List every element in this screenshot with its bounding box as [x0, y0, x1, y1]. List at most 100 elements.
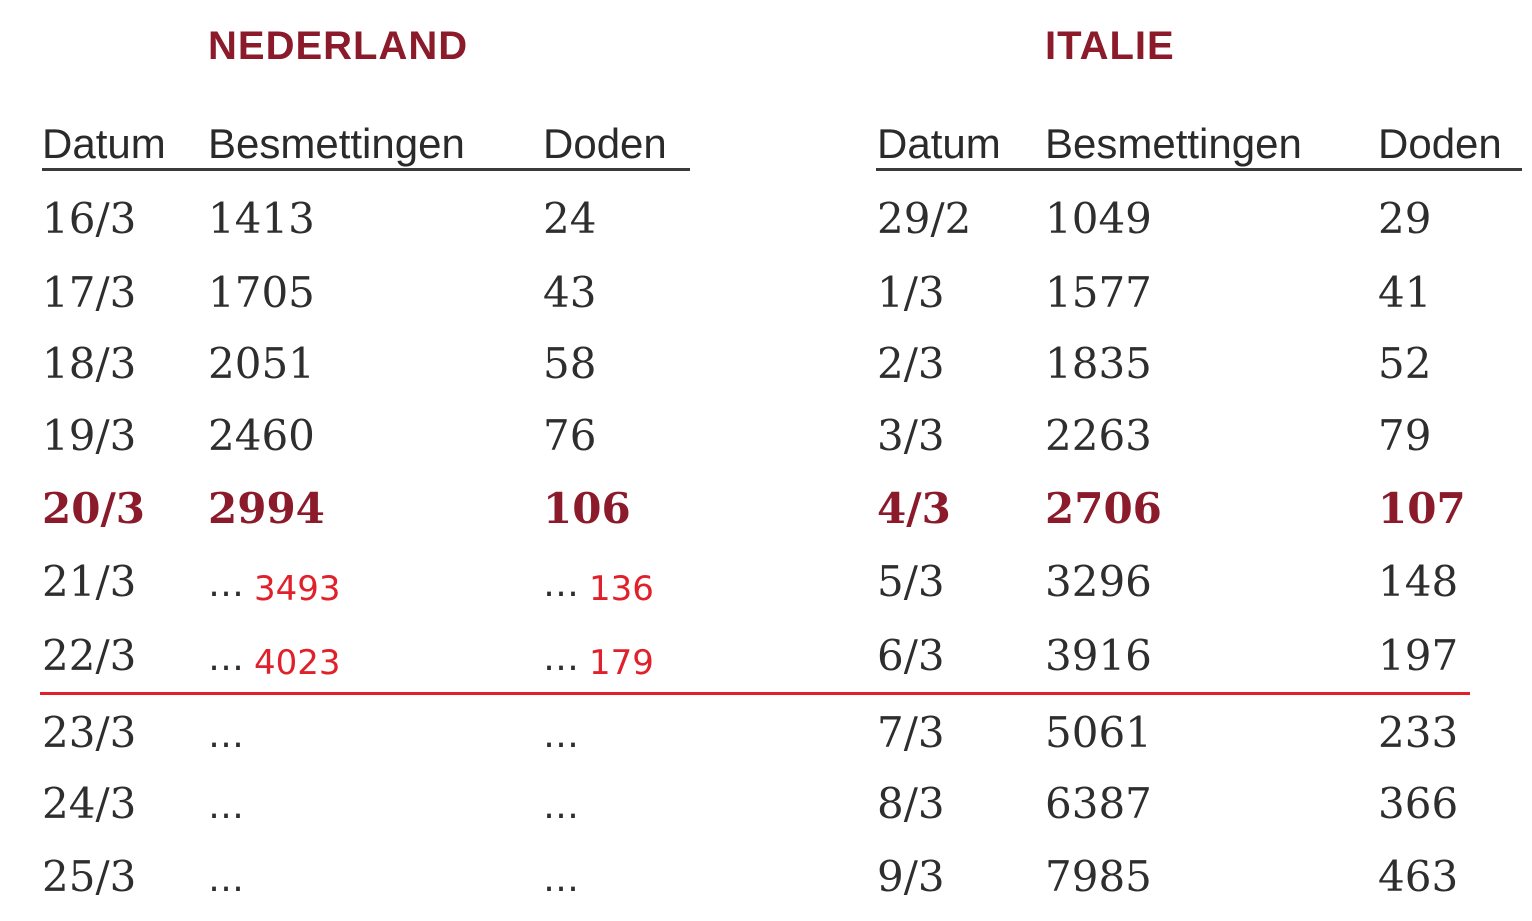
- it-header-doden: Doden: [1378, 120, 1502, 167]
- it-infections-cell: 1835: [1045, 339, 1152, 389]
- table-row: 24/3 … … 8/3 6387 366: [0, 771, 1532, 841]
- nl-infections-cell-value: …: [208, 715, 246, 756]
- it-deaths-cell-value: 366: [1378, 779, 1459, 828]
- it-deaths-cell: 79: [1378, 411, 1431, 461]
- nl-date-cell-value: 20/3: [42, 484, 146, 533]
- it-date-cell: 8/3: [877, 779, 945, 829]
- nl-deaths-cell-value: 106: [543, 484, 631, 533]
- it-deaths-cell-value: 463: [1378, 852, 1459, 901]
- it-date-cell-value: 29/2: [877, 194, 972, 243]
- nl-header-datum: Datum: [42, 120, 166, 167]
- it-date-cell-value: 4/3: [877, 484, 951, 533]
- it-date-cell-value: 5/3: [877, 557, 945, 606]
- nl-infections-cell-value: …: [208, 859, 246, 900]
- it-date-cell-value: 8/3: [877, 779, 945, 828]
- nl-infections-cell-value: …: [208, 786, 246, 827]
- table-row: 22/3… 4023… 179 6/3 3916 197: [0, 623, 1532, 693]
- nl-date-cell: 22/3: [42, 631, 136, 681]
- it-date-cell: 2/3: [877, 339, 945, 389]
- nl-infections-cell-value: 1705: [208, 268, 315, 317]
- it-deaths-cell: 463: [1378, 852, 1458, 902]
- it-date-cell-value: 9/3: [877, 852, 945, 901]
- nl-infections-cell: 2051: [208, 339, 315, 389]
- nl-deaths-cell-value: …: [543, 715, 581, 756]
- nl-infections-cell: …: [208, 852, 246, 905]
- nl-deaths-cell: 76: [543, 411, 596, 461]
- table-row: 16/3 1413 24 29/2 1049 29: [0, 186, 1532, 256]
- it-date-cell: 7/3: [877, 708, 945, 758]
- nl-deaths-cell-annotation: 136: [589, 569, 654, 609]
- it-infections-cell: 1049: [1045, 194, 1152, 244]
- it-deaths-cell-value: 29: [1378, 194, 1432, 243]
- nl-deaths-cell: …: [543, 852, 581, 905]
- it-deaths-cell-value: 79: [1378, 411, 1432, 460]
- nl-deaths-cell-value: …: [543, 786, 581, 827]
- it-infections-cell-value: 3296: [1045, 557, 1152, 606]
- it-infections-cell: 3296: [1045, 557, 1152, 607]
- nl-date-cell: 23/3: [42, 708, 136, 758]
- nl-deaths-cell: 43: [543, 268, 596, 318]
- it-deaths-cell: 107: [1378, 484, 1466, 534]
- it-deaths-cell-value: 233: [1378, 708, 1459, 757]
- nl-deaths-cell: 24: [543, 194, 596, 244]
- it-date-cell: 29/2: [877, 194, 971, 244]
- table-row: 19/3 2460 76 3/3 2263 79: [0, 403, 1532, 473]
- it-infections-cell: 2706: [1045, 484, 1162, 534]
- nl-infections-cell-value: …: [208, 638, 246, 679]
- it-date-cell: 5/3: [877, 557, 945, 607]
- nl-date-cell-value: 21/3: [42, 557, 137, 606]
- nl-infections-cell: 1705: [208, 268, 315, 318]
- nl-deaths-cell-value: 58: [543, 339, 597, 388]
- nl-date-cell: 16/3: [42, 194, 136, 244]
- nl-infections-cell-annotation: 4023: [254, 643, 341, 683]
- it-infections-cell-value: 7985: [1045, 852, 1152, 901]
- nl-date-cell-value: 23/3: [42, 708, 137, 757]
- nederland-header-row: Datum Besmettingen Doden: [42, 120, 690, 171]
- nl-date-cell-value: 17/3: [42, 268, 137, 317]
- italie-title: ITALIE: [1045, 24, 1175, 68]
- it-date-cell-value: 2/3: [877, 339, 945, 388]
- it-infections-cell-value: 1835: [1045, 339, 1152, 388]
- nl-date-cell: 18/3: [42, 339, 136, 389]
- it-date-cell: 6/3: [877, 631, 945, 681]
- it-deaths-cell: 148: [1378, 557, 1458, 607]
- nl-deaths-cell: … 179: [543, 631, 654, 684]
- it-infections-cell: 3916: [1045, 631, 1152, 681]
- it-date-cell: 3/3: [877, 411, 945, 461]
- it-infections-cell: 6387: [1045, 779, 1152, 829]
- it-infections-cell: 5061: [1045, 708, 1152, 758]
- it-deaths-cell-value: 107: [1378, 484, 1466, 533]
- it-deaths-cell-value: 197: [1378, 631, 1459, 680]
- projection-divider: [40, 692, 1470, 695]
- it-deaths-cell: 233: [1378, 708, 1458, 758]
- nl-deaths-cell-value: …: [543, 638, 581, 679]
- it-infections-cell: 1577: [1045, 268, 1152, 318]
- table-row: 18/3 2051 58 2/3 1835 52: [0, 331, 1532, 401]
- nl-infections-cell: … 4023: [208, 631, 341, 684]
- nl-infections-cell: 1413: [208, 194, 315, 244]
- nl-infections-cell: …: [208, 708, 246, 761]
- nl-deaths-cell: …: [543, 779, 581, 832]
- it-deaths-cell-value: 52: [1378, 339, 1432, 388]
- nl-infections-cell: …: [208, 779, 246, 832]
- nl-infections-cell-value: 2994: [208, 484, 325, 533]
- it-date-cell: 9/3: [877, 852, 945, 902]
- it-header-datum: Datum: [877, 120, 1001, 167]
- it-infections-cell-value: 2706: [1045, 484, 1162, 533]
- nl-date-cell: 20/3: [42, 484, 145, 534]
- nl-date-cell-value: 16/3: [42, 194, 137, 243]
- it-infections-cell-value: 3916: [1045, 631, 1152, 680]
- nl-infections-cell-value: 2051: [208, 339, 315, 388]
- nederland-title: NEDERLAND: [208, 24, 469, 68]
- nl-header-besmettingen: Besmettingen: [208, 120, 465, 167]
- nl-date-cell: 21/3: [42, 557, 136, 607]
- nl-infections-cell: 2460: [208, 411, 315, 461]
- nl-date-cell: 24/3: [42, 779, 136, 829]
- it-infections-cell: 7985: [1045, 852, 1152, 902]
- nl-infections-cell-value: 2460: [208, 411, 315, 460]
- it-deaths-cell: 41: [1378, 268, 1431, 318]
- table-row: 17/3 1705 43 1/3 1577 41: [0, 260, 1532, 330]
- it-date-cell: 1/3: [877, 268, 945, 318]
- nl-date-cell: 19/3: [42, 411, 136, 461]
- nl-date-cell-value: 18/3: [42, 339, 137, 388]
